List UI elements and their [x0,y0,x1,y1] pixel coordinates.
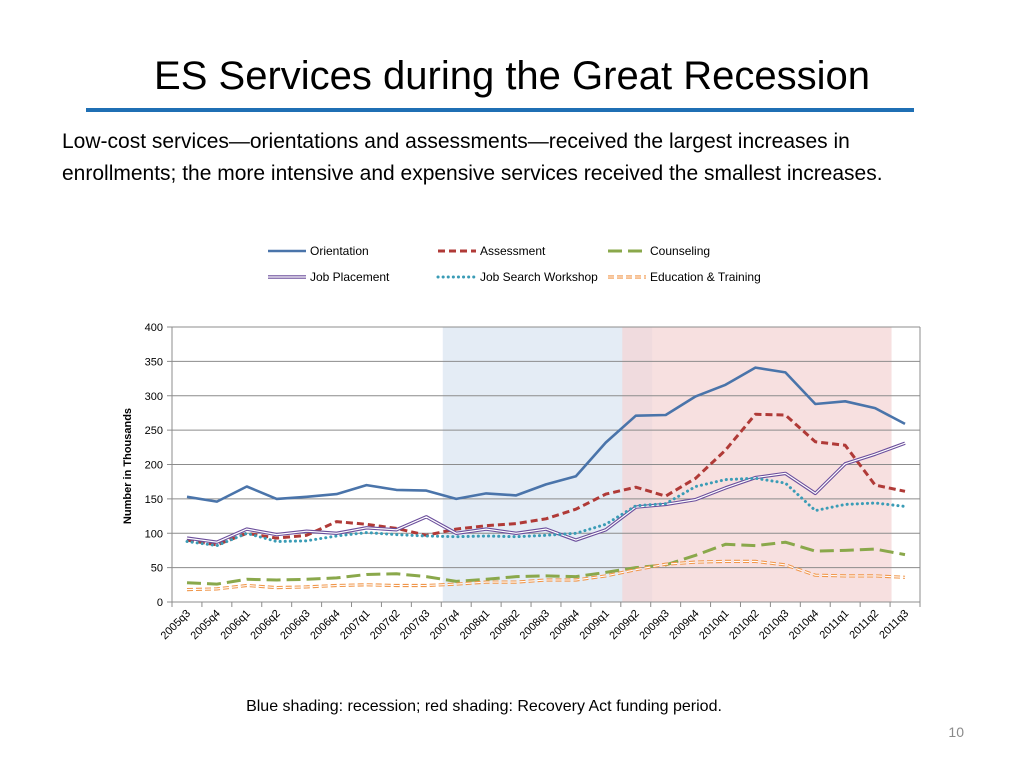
x-tick-label: 2008q1 [458,608,492,642]
series-line-job-search-workshop [185,476,907,548]
intro-line-2: enrollments; the more intensive and expe… [62,162,883,185]
x-tick-label: 2010q3 [757,608,791,642]
x-tick-label: 2009q2 [607,608,641,642]
slide-title: ES Services during the Great Recession [154,54,870,98]
series-line-counseling [186,540,906,586]
series-line-education-training-inner [186,560,906,591]
x-tick-label: 2009q1 [578,608,612,642]
x-tick-label: 2006q3 [278,608,312,642]
x-tick-label: 2007q2 [368,608,402,642]
x-tick-label: 2009q3 [637,608,671,642]
series-line-job-placement-inner [186,442,906,543]
legend-label: Orientation [310,244,369,258]
title-rule [86,108,914,112]
intro-line-1: Low-cost services—orientations and asses… [62,130,850,153]
page-number: 10 [948,724,964,740]
x-tick-label: 2006q2 [248,608,282,642]
series-line-job-placement [186,441,906,544]
x-tick-label: 2006q4 [308,608,342,642]
chart-caption: Blue shading: recession; red shading: Re… [246,698,722,715]
x-tick-label: 2011q3 [877,608,911,642]
x-tick-label: 2010q4 [787,608,821,642]
y-tick-label: 150 [145,494,163,506]
x-tick-label: 2007q1 [338,608,372,642]
legend-label: Assessment [480,244,546,258]
y-tick-label: 200 [145,460,163,472]
y-tick-label: 100 [145,528,163,540]
y-tick-label: 50 [151,563,163,575]
x-tick-label: 2011q1 [817,608,851,642]
legend: Orientation Assessment Counseling Job Place… [268,244,761,284]
legend-label: Job Search Workshop [480,270,598,284]
x-tick-label: 2008q3 [518,608,552,642]
x-tick-label: 2007q3 [398,608,432,642]
x-tick-label: 2010q1 [697,608,731,642]
y-axis-label: Number in Thousands [122,408,134,524]
x-tick-label: 2010q2 [727,608,761,642]
x-tick-label: 2011q2 [847,608,881,642]
x-tick-label: 2009q4 [667,608,701,642]
series-layer [185,366,907,592]
legend-label: Job Placement [310,270,390,284]
x-tick-label: 2005q3 [159,608,193,642]
y-tick-label: 300 [145,391,163,403]
series-line-education-training [186,559,906,592]
series-line-assessment [186,412,906,547]
x-tick-label: 2007q4 [428,608,462,642]
legend-label: Counseling [650,244,710,258]
series-line-orientation [186,366,906,503]
x-tick-label: 2006q1 [218,608,252,642]
y-tick-label: 250 [145,425,163,437]
x-tick-label: 2008q2 [488,608,522,642]
y-tick-label: 0 [157,597,163,609]
x-tick-label: 2008q4 [548,608,582,642]
y-tick-label: 350 [145,356,163,368]
y-tick-label: 400 [145,322,163,334]
legend-label: Education & Training [650,270,761,284]
intro-text: Low-cost services—orientations and asses… [62,126,1002,190]
x-tick-label: 2005q4 [189,608,223,642]
